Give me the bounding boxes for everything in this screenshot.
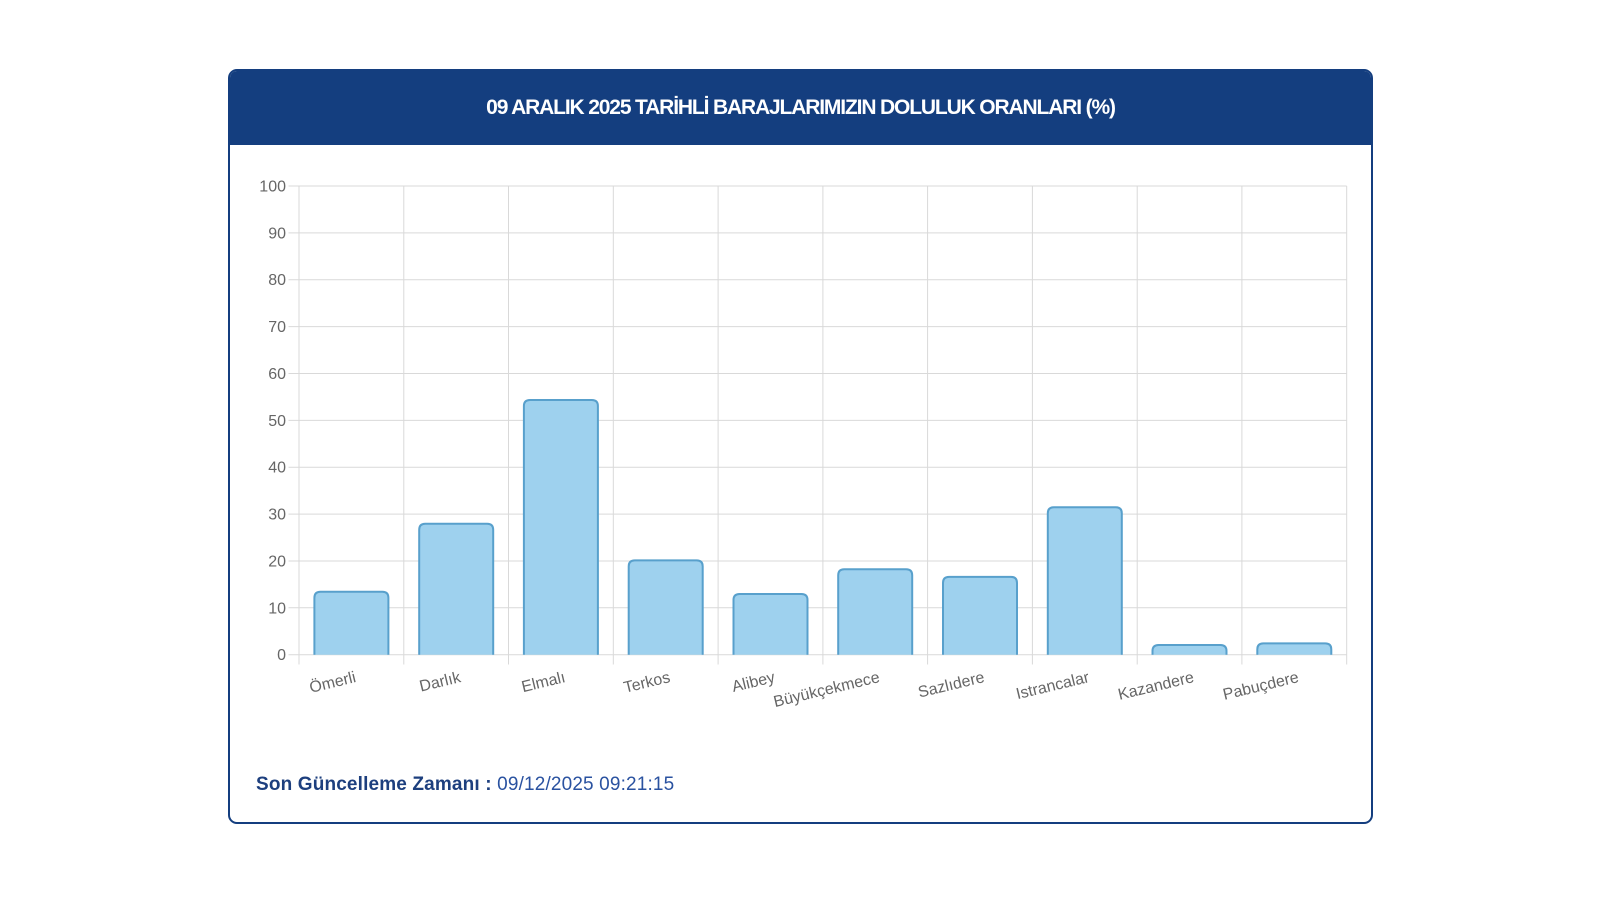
svg-text:80: 80 xyxy=(268,272,286,289)
svg-text:Kazandere: Kazandere xyxy=(1116,669,1195,704)
svg-text:10: 10 xyxy=(268,600,286,617)
svg-text:Sazlıdere: Sazlıdere xyxy=(917,669,987,701)
svg-text:90: 90 xyxy=(268,225,286,242)
svg-text:100: 100 xyxy=(259,179,286,196)
svg-text:50: 50 xyxy=(268,413,286,430)
svg-text:70: 70 xyxy=(268,319,286,336)
svg-text:20: 20 xyxy=(268,554,286,571)
svg-text:Istrancalar: Istrancalar xyxy=(1014,669,1091,703)
svg-text:0: 0 xyxy=(277,647,286,664)
svg-text:Alibey: Alibey xyxy=(730,669,776,696)
svg-text:Pabuçdere: Pabuçdere xyxy=(1221,669,1300,704)
svg-text:60: 60 xyxy=(268,366,286,383)
svg-text:Terkos: Terkos xyxy=(622,669,672,697)
svg-text:Elmalı: Elmalı xyxy=(520,669,567,696)
svg-text:Ömerli: Ömerli xyxy=(308,668,358,697)
svg-text:Büyükçekmece: Büyükçekmece xyxy=(772,669,882,711)
svg-text:40: 40 xyxy=(268,460,286,477)
svg-text:30: 30 xyxy=(268,507,286,524)
svg-text:Darlık: Darlık xyxy=(418,669,464,696)
